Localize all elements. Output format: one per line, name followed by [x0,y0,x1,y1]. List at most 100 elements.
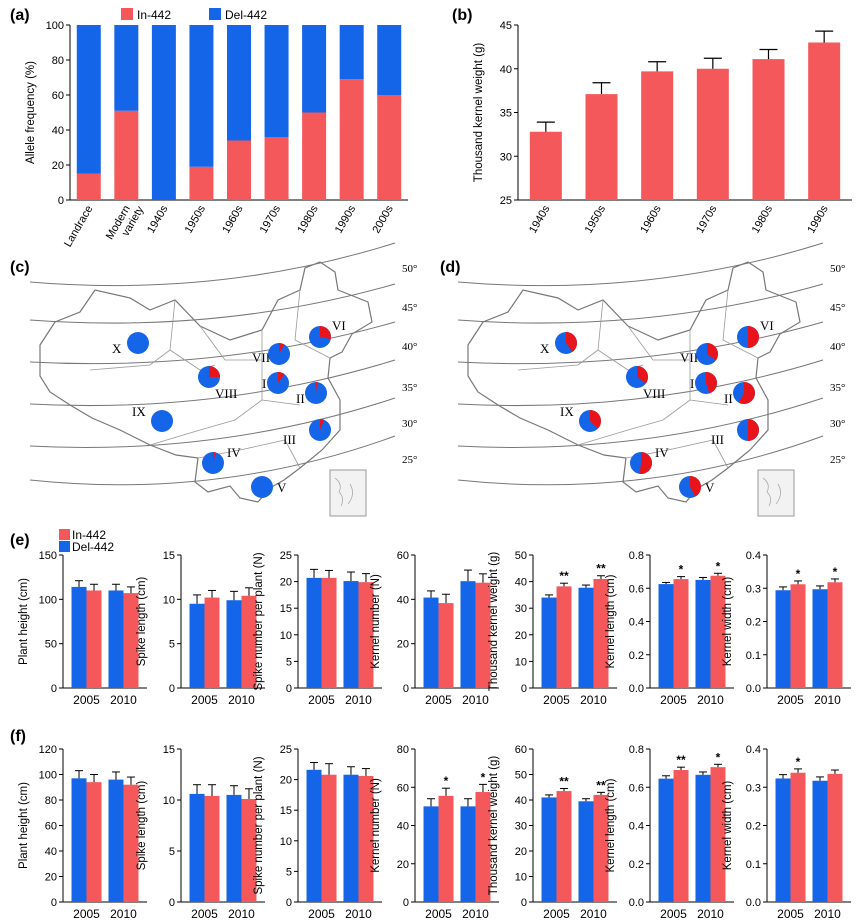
b-xtick-label: 1970s [694,203,720,235]
legend-label-del: Del-442 [225,8,267,22]
e-sub3-ylabel: Spike number per plant (N) [253,552,265,690]
e-sub7-ytick-label: 0.4 [746,550,761,562]
d-latitude-label: 35° [830,382,845,394]
e-sub4-bar-del [460,581,476,688]
c-province-border [294,289,331,359]
e-sub2-ytick-label: 10 [163,594,175,606]
b-ytick-label: 40 [500,64,512,76]
c-region-label: II [296,391,305,406]
c-latitude-label: 30° [402,418,417,430]
f-sub5-significance-mark: ** [559,775,569,789]
f-sub1-xtick-label: 2010 [110,907,137,921]
e-sub6-ytick-label: 0.4 [629,617,644,629]
c-latitude-label: 50° [402,263,417,275]
f-sub1-ylabel: Plant height (cm) [18,782,30,869]
c-region-label: VIII [215,386,237,401]
e-sub5-ytick-label: 20 [515,630,527,642]
f-sub7-xtick-label: 2010 [814,907,841,921]
c-region-label: IX [132,404,146,419]
c-region-label: III [283,432,296,447]
c-pie-in-slice [320,326,331,340]
panel-label-d: (d) [440,259,460,276]
e-sub2-ytick-label: 15 [163,550,175,562]
d-latitude-line [457,397,824,448]
e-sub3-ytick-label: 15 [280,603,292,615]
a-xtick-label: 2000s [370,203,396,235]
d-pie-in-slice [690,476,702,497]
c-pie-in-slice [213,452,216,463]
f-sub1-ytick-label: 100 [39,770,57,782]
e-sub7-bar-in [790,584,806,688]
a-xtick-label: 1940s [145,203,171,235]
chart-b: 25 30 35 40 45 Thousand kernel weight (g) 1940… [473,20,852,235]
c-latitude-label: 45° [402,302,417,314]
a-ytick-label: 80 [52,55,64,67]
e-sub4-bar-del [423,597,439,688]
b-ytick-label: 45 [500,20,512,32]
f-sub4-significance-mark: * [481,770,486,784]
a-bar-del [114,25,139,111]
f-sub7-xtick-label: 2005 [777,907,804,921]
f-sub1-ytick-label: 20 [45,872,57,884]
e-sub6-significance-mark: * [679,563,684,577]
f-sub6-significance-mark: ** [676,753,686,767]
c-region-label: V [277,480,287,495]
f-sub4-significance-mark: * [444,774,449,788]
a-bar-del [189,25,214,167]
b-bar [752,59,785,200]
e-sub1-ytick-label: 50 [45,639,57,651]
b-bar [585,94,618,200]
f-sub3-ytick-label: 0 [286,897,292,909]
c-country-outline [39,261,373,503]
f-sub7-ytick-label: 0.3 [746,782,761,794]
f-sub2-ytick-label: 5 [169,846,175,858]
a-bar-del [76,25,101,174]
f-sub2-ytick-label: 0 [169,897,175,909]
f-sub3-ytick-label: 5 [286,866,292,878]
e-sub7-ytick-label: 0.1 [746,650,761,662]
c-province-border [149,399,263,446]
f-sub4-ytick-label: 0 [403,897,409,909]
c-latitude-line [29,321,396,365]
b-bar [808,42,841,200]
c-pie-del-slice [151,410,173,432]
c-pie-del-slice [127,332,149,354]
f-sub1-bar-in [123,784,139,902]
e-sub7-xtick-label: 2010 [814,693,841,707]
f-sub4-bar-in [475,792,491,902]
d-latitude-line [457,321,824,365]
e-sub3-xtick-label: 2010 [345,693,372,707]
e-sub7-bar-del [775,590,791,688]
d-latitude-line [457,435,824,486]
a-ytick-label: 60 [52,90,64,102]
f-sub2-ylabel: Spike length (cm) [136,781,148,871]
f-sub3-ytick-label: 25 [280,744,292,756]
f-sub5-ytick-label: 0 [521,897,527,909]
f-sub4-bar-in [438,795,454,902]
e-sub3-bar-in [321,577,337,688]
e-sub6-bar-del [695,579,711,688]
d-province-border [517,349,599,371]
e-sub6-significance-mark: * [716,559,721,573]
f-sub4-ytick-label: 60 [397,782,409,794]
panel-label-f: (f) [10,728,26,745]
e-sub2-xtick-label: 2005 [191,693,218,707]
legend-label-in: In-442 [137,8,171,22]
c-pie-in-slice [209,366,220,377]
d-region-label: VI [760,318,774,333]
f-sub5-bar-in [593,794,609,902]
d-latitude-label: 40° [830,341,845,353]
b-xtick-label: 1940s [527,203,553,235]
e-sub1-ytick-label: 150 [39,550,57,562]
f-sub6-ytick-label: 0.8 [629,744,644,756]
f-sub5-ytick-label: 20 [515,846,527,858]
f-sub1-xtick-label: 2005 [73,907,100,921]
f-sub4-bar-del [423,806,439,902]
e-sub1-xtick-label: 2010 [110,693,137,707]
a-ylabel: Allele frequency (%) [25,61,37,164]
e-sub6-ytick-label: 0.6 [629,583,644,595]
